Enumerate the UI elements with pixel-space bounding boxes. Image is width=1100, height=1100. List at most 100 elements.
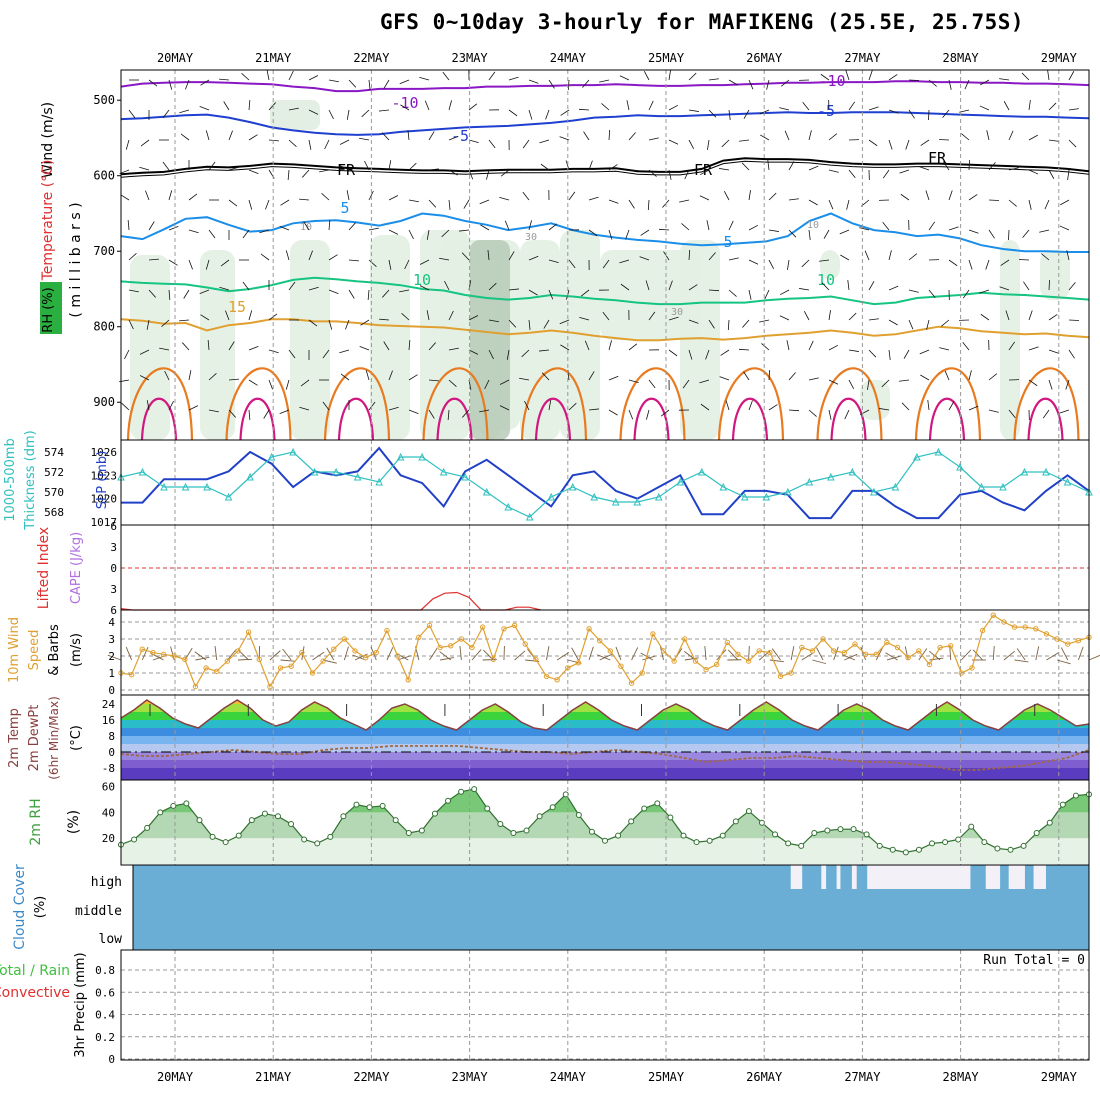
wind-speed-marker	[713, 661, 720, 668]
temp-line	[120, 699, 1090, 731]
wind-speed-marker	[341, 636, 348, 642]
thickness-marker	[848, 467, 857, 476]
wind-barb	[841, 654, 856, 661]
wind-barb	[200, 79, 210, 86]
wind-barb	[479, 199, 490, 205]
wind-barb	[499, 405, 510, 411]
thickness-marker	[611, 497, 620, 506]
isotherm-25	[1027, 397, 1064, 441]
wind-barb	[348, 259, 359, 262]
wind-barb	[285, 379, 290, 390]
wind-barb	[521, 349, 530, 358]
wind-barb	[881, 379, 890, 388]
wind-barb	[228, 199, 238, 207]
wind-barb	[583, 131, 590, 141]
wind-barb	[419, 285, 430, 291]
wind-barb	[580, 289, 590, 297]
wind-barb	[228, 166, 239, 171]
wind-barb	[599, 79, 610, 83]
wind-barb	[500, 169, 510, 177]
wind-barb	[599, 653, 613, 661]
thickness-axis-label: 1000-500mb	[3, 438, 18, 522]
wind-barb	[321, 193, 330, 201]
wind-barb	[888, 319, 898, 326]
thickness-marker	[203, 482, 211, 491]
wind-barb	[578, 108, 590, 111]
wind-barb	[400, 104, 410, 111]
rh-marker	[588, 828, 595, 835]
wind-barb	[900, 193, 910, 201]
isotherm-25	[731, 397, 769, 441]
rh-marker	[693, 839, 700, 846]
wind-barb	[928, 221, 936, 231]
wind-barb	[588, 160, 593, 171]
wind-barb	[780, 79, 790, 87]
wind-barb	[486, 169, 490, 180]
wind-barb	[185, 79, 190, 90]
wind-barb	[424, 100, 430, 111]
date-label-top: 26MAY	[746, 51, 783, 65]
wind-barb	[748, 645, 750, 661]
rh-marker	[628, 818, 635, 825]
wind-barb	[808, 377, 819, 381]
wind-barb	[308, 250, 313, 261]
wind-barb	[979, 289, 990, 294]
wind-barb	[888, 285, 899, 291]
wind-barb	[343, 646, 349, 661]
temp2m-units-label: (°C)	[69, 725, 84, 751]
wind-barb	[162, 161, 170, 171]
wind-barb	[388, 370, 393, 381]
wind-barb	[985, 259, 990, 270]
wind-barb	[312, 651, 325, 661]
wind-barb	[279, 226, 290, 231]
isotherm-line	[120, 318, 1090, 342]
wind-barb	[339, 165, 350, 171]
wind-barb	[943, 161, 950, 171]
wind-barb	[1008, 130, 1014, 141]
wind-barb	[428, 409, 435, 419]
wind-speed-marker	[490, 656, 497, 663]
temp-band	[121, 752, 1089, 760]
wind-barb	[704, 646, 707, 661]
wind-barb	[223, 101, 230, 111]
wind-barb	[459, 646, 462, 661]
wind-barb	[679, 199, 690, 203]
wind-barb	[368, 190, 374, 201]
contour-label: FR	[694, 161, 713, 179]
wind-barb	[684, 169, 690, 180]
wind-barb	[929, 657, 944, 661]
wind-speed-marker	[852, 641, 858, 647]
date-label-bottom: 26MAY	[746, 1070, 783, 1084]
wind-speed-marker	[841, 649, 848, 656]
thickness-marker	[375, 477, 383, 486]
wind-barb	[808, 130, 812, 141]
panel-frame	[120, 609, 1090, 696]
wind-barb	[528, 289, 538, 296]
wind-barb	[383, 79, 390, 89]
isotherm-25	[140, 397, 178, 441]
wind-barb	[168, 400, 174, 411]
precip-tick-label: 0.2	[95, 1031, 115, 1044]
wind-speed-marker	[1043, 631, 1050, 637]
wind-speed-marker	[256, 656, 262, 663]
wind-barb	[882, 169, 890, 179]
wind-barb	[788, 229, 797, 238]
contour-label: 5	[340, 199, 349, 217]
wind-speed-marker	[958, 670, 965, 676]
date-label-top: 25MAY	[648, 51, 685, 65]
wind-barb	[107, 654, 122, 661]
rh-marker	[602, 837, 608, 844]
wind-speed-marker	[767, 649, 773, 656]
rh-marker	[955, 836, 962, 843]
wind-barb	[408, 340, 411, 351]
wind-barb	[788, 161, 795, 171]
wind-barb	[480, 224, 490, 231]
wind-barb	[448, 135, 459, 141]
wind-barb	[1028, 346, 1039, 351]
wind-barb	[383, 341, 390, 351]
wind-barb	[864, 250, 870, 261]
wind-speed-marker	[235, 648, 241, 654]
wind-speed-marker	[916, 648, 922, 654]
wind-barb	[560, 109, 570, 116]
wind-barb	[208, 373, 217, 381]
